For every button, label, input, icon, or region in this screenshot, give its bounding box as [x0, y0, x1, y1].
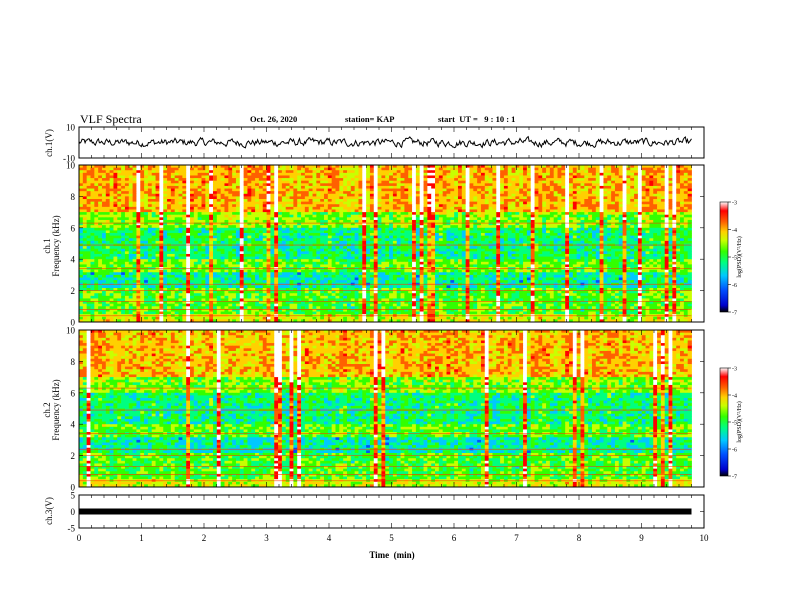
ch1-spectrogram-frequency-tick-label: 8	[71, 192, 76, 202]
ch1-colorbar-tick-label: -5	[732, 256, 737, 262]
ch2-colorbar-tick-label: -5	[732, 421, 737, 427]
ch3-voltage-tick-label: -5	[68, 524, 76, 534]
ch1-colorbar-tick-label: -3	[732, 201, 737, 207]
ch1-spectrogram-frequency-tick-label: 6	[71, 223, 76, 233]
time-tick-label: 5	[389, 533, 394, 543]
time-axis-label: Time (min)	[369, 550, 414, 560]
ch2-colorbar-tick-label: -7	[732, 475, 737, 481]
ch2-spectrogram-frequency-tick-label: 6	[71, 388, 76, 398]
ch2-spectrogram-frequency-tick-label: 10	[66, 326, 76, 336]
ch1-voltage-tick-label: 10	[66, 123, 76, 133]
ch2-frequency-axis-label: ch.2 Frequency (kHz)	[42, 379, 61, 440]
ch1-waveform-line	[78, 135, 692, 149]
ch2-colorbar-label: log(PSD)(V²/Hz)	[736, 401, 743, 442]
ch1-colorbar-scale	[719, 201, 729, 313]
figure-title: VLF Spectra	[80, 112, 142, 126]
time-tick-label: 10	[700, 533, 710, 543]
time-tick-label: 2	[202, 533, 207, 543]
ch3-voltage-axis-label: ch.3(V)	[44, 497, 54, 525]
ch1-spectrogram-cells	[79, 165, 692, 323]
time-tick-label: 8	[577, 533, 582, 543]
time-tick-label: 6	[452, 533, 457, 543]
ch2-spectrogram-frequency-tick-label: 2	[71, 451, 76, 461]
date-label: Oct. 26, 2020	[250, 114, 297, 124]
ch2-colorbar: -3 -4 -5 -6 -7 log(PSD)(V²/Hz)	[719, 367, 743, 481]
ch1-spectrogram-frequency-tick-label: 0	[71, 318, 76, 328]
ch2-spectrogram-frequency-tick-label: 0	[71, 483, 76, 493]
ch2-colorbar-tick-label: -6	[732, 448, 737, 454]
time-tick-label: 3	[264, 533, 269, 543]
time-tick-label: 1	[139, 533, 144, 543]
time-tick-label: 4	[327, 533, 332, 543]
ch2-spectrogram-panel: 0 2 4 6 8 10	[66, 326, 705, 493]
time-tick-label: 0	[77, 533, 82, 543]
ch1-colorbar-tick-label: -6	[732, 283, 737, 289]
ch2-spectrogram-cells	[79, 330, 692, 488]
ch1-frequency-axis-label: ch.1 Frequency (kHz)	[42, 215, 61, 276]
ch1-colorbar: -3 -4 -5 -6 -7 log(PSD)(V²/Hz)	[719, 201, 743, 317]
ch3-waveform-line	[79, 508, 692, 515]
ch1-voltage-tick-label: -10	[63, 154, 75, 164]
ch1-voltage-axis-label: ch.1(V)	[44, 129, 54, 157]
ch1-spectrogram-panel: 0 2 4 6 8 10	[66, 161, 705, 328]
ch1-spectrogram-frequency-tick-label: 2	[71, 286, 76, 296]
ch2-colorbar-tick-label: -3	[732, 367, 737, 373]
time-tick-label: 7	[514, 533, 519, 543]
ch2-spectrogram-frequency-tick-label: 8	[71, 357, 76, 367]
ch2-colorbar-tick-label: -4	[732, 394, 737, 400]
ch1-waveform-panel: 10 -10	[63, 123, 705, 164]
ch2-spectrogram-frequency-tick-label: 4	[71, 420, 76, 430]
time-tick-label: 9	[639, 533, 644, 543]
ch1-spectrogram-frequency-tick-label: 10	[66, 161, 76, 171]
start-ut-label: start UT = 9 : 10 : 1	[438, 114, 515, 124]
ch1-colorbar-tick-label: -7	[732, 311, 737, 317]
ch3-voltage-tick-label: 0	[71, 507, 76, 517]
station-label: station= KAP	[345, 114, 394, 124]
ch3-waveform-panel: 50-50 1 2 3 4 5 6 7 8 9 10	[68, 491, 710, 544]
ch1-colorbar-tick-label: -4	[732, 228, 737, 234]
ch3-voltage-tick-label: 5	[71, 491, 76, 501]
ch1-colorbar-label: log(PSD)(V²/Hz)	[736, 236, 743, 277]
ch1-spectrogram-frequency-tick-label: 4	[71, 255, 76, 265]
ch2-colorbar-scale	[719, 367, 729, 477]
